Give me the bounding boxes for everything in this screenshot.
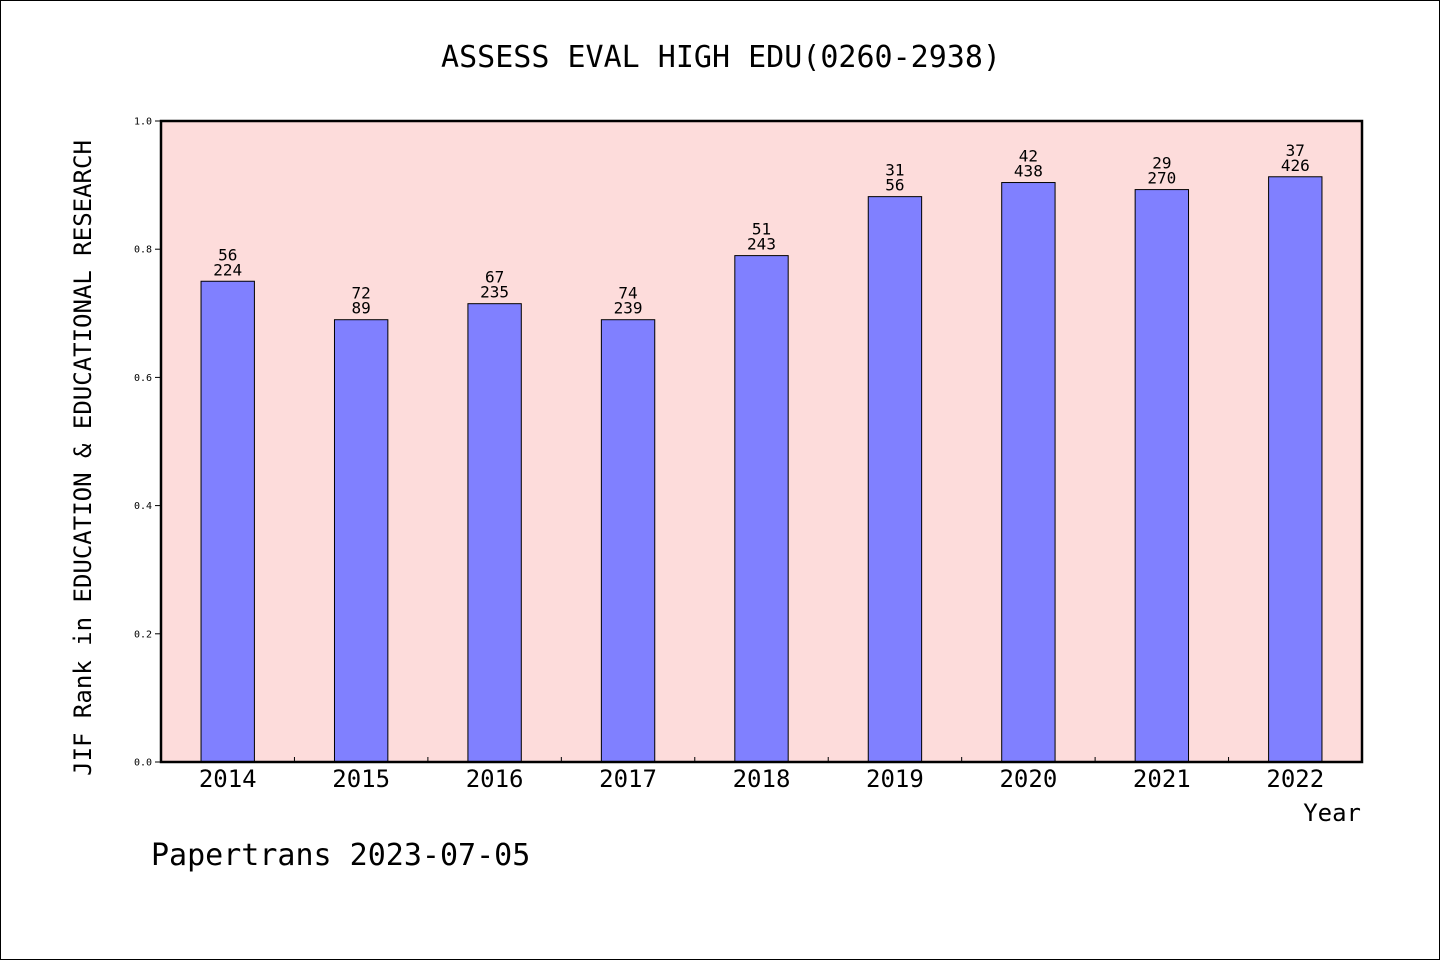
plot-border	[159, 119, 1364, 764]
x-tick-label: 2017	[599, 765, 657, 793]
bar-2018	[734, 255, 789, 763]
bar-rank-label: 42	[1019, 147, 1038, 166]
y-tick-label: 1.0	[134, 117, 152, 128]
x-tick-label: 2015	[332, 765, 390, 793]
y-axis-label: JIF Rank in EDUCATION & EDUCATIONAL RESE…	[69, 140, 97, 776]
bars-group	[200, 176, 1323, 763]
x-tick-label: 2018	[733, 765, 791, 793]
bar-2016	[467, 303, 522, 763]
footer-credit: Papertrans 2023-07-05	[151, 838, 530, 873]
y-tick-label: 0.0	[134, 758, 152, 769]
bar-total-label: 239	[614, 299, 643, 318]
x-tick-label: 2020	[999, 765, 1057, 793]
y-tick-label: 0.4	[134, 501, 152, 512]
y-tick-label: 0.6	[134, 373, 152, 384]
x-axis: 2014 2015 2016 2017 2018 2019 2020 2021 2022	[199, 757, 1324, 793]
y-tick-label: 0.8	[134, 245, 152, 256]
bar-2017	[600, 319, 656, 763]
x-tick-label: 2016	[466, 765, 524, 793]
bar-rank-label: 31	[885, 161, 904, 180]
bar-total-label: 89	[352, 299, 371, 318]
x-tick-label: 2021	[1133, 765, 1191, 793]
bar-total-label: 426	[1281, 156, 1310, 175]
bar-rank-label: 56	[218, 245, 237, 264]
bar-2022	[1268, 176, 1323, 763]
bar-2014	[200, 280, 255, 763]
x-tick-label: 2014	[199, 765, 257, 793]
bar-rank-label: 51	[752, 220, 771, 239]
bar-2015	[333, 319, 389, 763]
y-tick-label: 0.2	[134, 629, 152, 640]
bar-total-label: 224	[213, 260, 242, 279]
bar-2020	[1001, 182, 1056, 763]
bar-rank-label: 72	[352, 284, 371, 303]
bar-rank-label: 29	[1152, 154, 1171, 173]
x-tick-label: 2019	[866, 765, 924, 793]
bar-rank-label: 37	[1286, 141, 1305, 160]
bar-total-label: 243	[747, 235, 776, 254]
x-axis-label: Year	[1303, 799, 1361, 827]
bar-2021	[1134, 189, 1190, 763]
x-tick-label: 2022	[1266, 765, 1324, 793]
bar-rank-label: 74	[618, 284, 637, 303]
bar-total-label: 270	[1147, 169, 1176, 188]
chart-title: ASSESS EVAL HIGH EDU(0260-2938)	[441, 40, 1001, 75]
bar-2019	[867, 196, 923, 763]
bar-total-label: 56	[885, 176, 904, 195]
y-axis: 0.0 0.2 0.4 0.6 0.8 1.0	[134, 117, 161, 769]
bar-rank-label: 67	[485, 268, 504, 287]
bar-total-label: 438	[1014, 162, 1043, 181]
bar-total-label: 235	[480, 283, 509, 302]
